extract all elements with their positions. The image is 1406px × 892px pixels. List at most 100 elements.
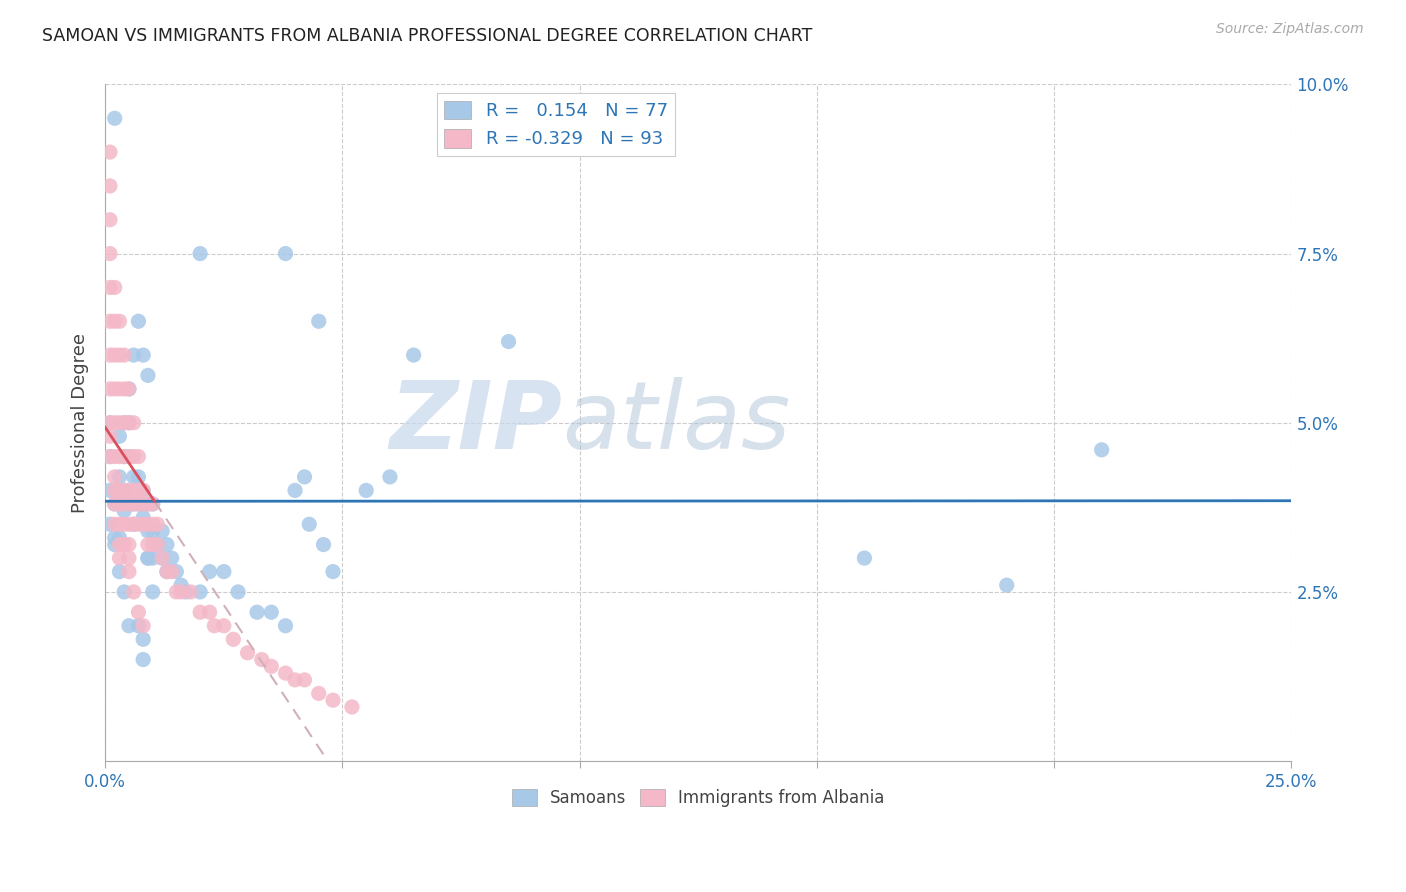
Point <box>142 537 165 551</box>
Point <box>308 314 330 328</box>
Point <box>274 246 297 260</box>
Point <box>98 246 121 260</box>
Text: SAMOAN VS IMMIGRANTS FROM ALBANIA PROFESSIONAL DEGREE CORRELATION CHART: SAMOAN VS IMMIGRANTS FROM ALBANIA PROFES… <box>42 27 813 45</box>
Point <box>180 585 202 599</box>
Point <box>132 483 155 498</box>
Point <box>136 497 159 511</box>
Point <box>853 551 876 566</box>
Point <box>108 551 131 566</box>
Y-axis label: Professional Degree: Professional Degree <box>72 333 89 513</box>
Point <box>260 605 283 619</box>
Point <box>98 450 121 464</box>
Point <box>127 605 149 619</box>
Point <box>108 450 131 464</box>
Point <box>112 450 135 464</box>
Point <box>136 368 159 383</box>
Point <box>98 280 121 294</box>
Point <box>274 619 297 633</box>
Point <box>170 585 193 599</box>
Point <box>118 565 141 579</box>
Point <box>104 483 127 498</box>
Point <box>165 565 187 579</box>
Point <box>104 537 127 551</box>
Point <box>212 619 235 633</box>
Point <box>132 652 155 666</box>
Point <box>170 578 193 592</box>
Point <box>136 524 159 538</box>
Point <box>127 517 149 532</box>
Point <box>308 686 330 700</box>
Point <box>98 212 121 227</box>
Point <box>188 605 211 619</box>
Point <box>160 551 183 566</box>
Point <box>274 666 297 681</box>
Point <box>156 565 179 579</box>
Point <box>122 497 145 511</box>
Text: atlas: atlas <box>562 377 790 468</box>
Point <box>142 497 165 511</box>
Point <box>122 483 145 498</box>
Point <box>146 537 169 551</box>
Point <box>127 470 149 484</box>
Point <box>156 565 179 579</box>
Point <box>246 605 269 619</box>
Point <box>104 348 127 362</box>
Point <box>118 551 141 566</box>
Point <box>132 517 155 532</box>
Point <box>146 537 169 551</box>
Point <box>284 673 307 687</box>
Point <box>136 551 159 566</box>
Legend: Samoans, Immigrants from Albania: Samoans, Immigrants from Albania <box>505 782 891 814</box>
Point <box>1091 442 1114 457</box>
Point <box>132 497 155 511</box>
Point <box>122 470 145 484</box>
Point <box>104 470 127 484</box>
Point <box>212 565 235 579</box>
Point <box>127 483 149 498</box>
Point <box>202 619 225 633</box>
Point <box>108 517 131 532</box>
Point <box>112 483 135 498</box>
Point <box>98 382 121 396</box>
Point <box>118 450 141 464</box>
Point <box>112 416 135 430</box>
Point <box>118 382 141 396</box>
Point <box>112 585 135 599</box>
Point <box>104 497 127 511</box>
Point <box>378 470 401 484</box>
Point <box>108 531 131 545</box>
Point <box>136 497 159 511</box>
Point <box>112 416 135 430</box>
Point <box>188 246 211 260</box>
Point <box>198 565 221 579</box>
Point <box>142 585 165 599</box>
Point <box>112 382 135 396</box>
Point <box>104 497 127 511</box>
Point <box>132 632 155 647</box>
Point <box>104 382 127 396</box>
Point <box>108 497 131 511</box>
Point <box>294 470 316 484</box>
Point <box>112 517 135 532</box>
Point <box>127 497 149 511</box>
Point <box>298 517 321 532</box>
Point <box>142 497 165 511</box>
Point <box>118 517 141 532</box>
Point <box>142 524 165 538</box>
Point <box>340 700 363 714</box>
Point <box>112 537 135 551</box>
Point <box>112 497 135 511</box>
Point <box>226 585 249 599</box>
Point <box>108 416 131 430</box>
Point <box>132 517 155 532</box>
Point <box>402 348 425 362</box>
Point <box>118 382 141 396</box>
Point <box>127 450 149 464</box>
Point <box>104 531 127 545</box>
Point <box>198 605 221 619</box>
Point <box>322 565 344 579</box>
Point <box>118 497 141 511</box>
Text: Source: ZipAtlas.com: Source: ZipAtlas.com <box>1216 22 1364 37</box>
Point <box>118 619 141 633</box>
Point <box>136 537 159 551</box>
